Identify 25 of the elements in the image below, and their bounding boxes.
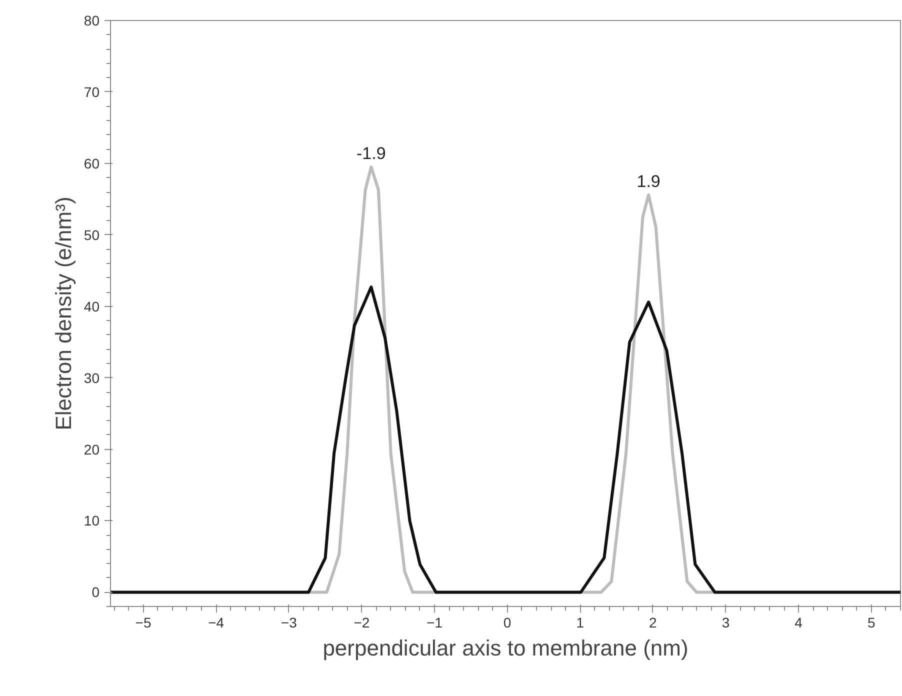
x-tick-label: 0 [503, 614, 512, 630]
x-tick-label: 3 [722, 614, 730, 630]
y-tick-label: 20 [84, 441, 100, 458]
x-tick-label: −4 [208, 614, 224, 630]
y-tick-label: 40 [84, 298, 100, 314]
y-tick-label: 10 [84, 512, 100, 529]
x-tick-label: −5 [135, 614, 152, 630]
y-tick-label: 0 [92, 584, 100, 600]
annotation: -1.9 [356, 144, 386, 163]
y-tick-label: 50 [84, 226, 100, 243]
x-tick-label: 5 [867, 614, 876, 630]
y-tick-label: 30 [84, 370, 100, 386]
x-tick-label: 1 [576, 614, 584, 630]
x-tick-label: −1 [426, 614, 443, 630]
line-series [110, 286, 900, 594]
x-tick-label: −2 [354, 614, 370, 630]
y-axis-title: Electron density (e/nm³) [50, 196, 76, 430]
y-tick-label: 80 [84, 12, 100, 28]
y-tick-label: 60 [84, 155, 100, 172]
x-tick-label: −3 [280, 614, 298, 630]
x-tick-label: 2 [649, 614, 658, 630]
x-tick-label: 4 [794, 614, 803, 630]
x-axis-title: perpendicular axis to membrane (nm) [322, 636, 688, 660]
annotation: 1.9 [636, 172, 660, 191]
y-tick-label: 70 [84, 84, 100, 100]
